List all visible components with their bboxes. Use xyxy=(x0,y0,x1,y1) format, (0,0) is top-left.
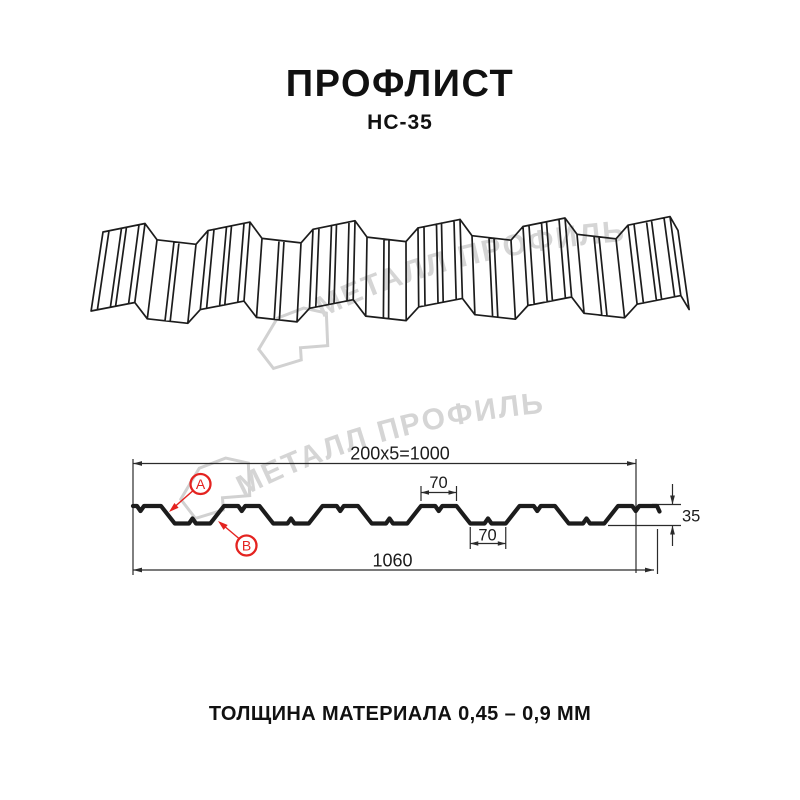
dimension-lines xyxy=(132,459,681,575)
red-markers: A B xyxy=(169,472,258,557)
profile-3d-fill xyxy=(91,216,690,324)
cross-section: 200x5=1000 70 70 35 1060 xyxy=(130,444,700,575)
marker-a-label: A xyxy=(196,476,206,492)
marker-a-circle xyxy=(189,472,212,496)
marker-b-circle xyxy=(235,534,258,557)
dim-top-flange-label: 70 xyxy=(429,474,447,492)
marker-b-label: B xyxy=(242,538,251,554)
profile-3d-sketch xyxy=(90,215,690,325)
thickness-note: ТОЛЩИНА МАТЕРИАЛА 0,45 – 0,9 ММ xyxy=(208,703,592,725)
dim-overall-label: 1060 xyxy=(372,551,412,571)
cross-section-profile xyxy=(130,503,662,526)
dim-bottom-flange-label: 70 xyxy=(478,527,496,545)
page-title: ПРОФЛИСТ xyxy=(285,63,515,105)
marker-leader-arrows xyxy=(169,503,228,530)
profile-model-subtitle: НС-35 xyxy=(367,111,433,134)
dim-height-label: 35 xyxy=(682,508,700,526)
dim-pattern-label: 200x5=1000 xyxy=(350,444,450,464)
